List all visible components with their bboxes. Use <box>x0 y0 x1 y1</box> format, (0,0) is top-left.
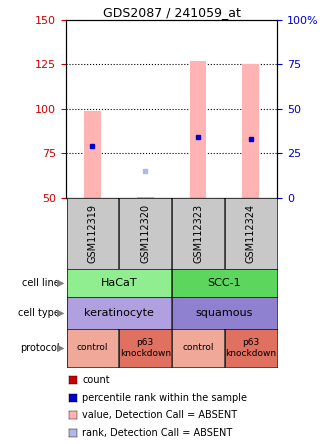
Bar <box>84 111 101 198</box>
Title: GDS2087 / 241059_at: GDS2087 / 241059_at <box>103 6 241 19</box>
Text: cell type: cell type <box>17 308 59 318</box>
Text: keratinocyte: keratinocyte <box>84 308 154 318</box>
Text: rank, Detection Call = ABSENT: rank, Detection Call = ABSENT <box>82 428 233 438</box>
Text: GSM112319: GSM112319 <box>87 204 97 262</box>
Bar <box>189 61 207 198</box>
Text: p63
knockdown: p63 knockdown <box>120 338 171 357</box>
Text: percentile rank within the sample: percentile rank within the sample <box>82 393 247 403</box>
Text: protocol: protocol <box>20 343 59 353</box>
Text: ▶: ▶ <box>57 278 65 288</box>
Text: ▶: ▶ <box>57 343 65 353</box>
Text: SCC-1: SCC-1 <box>208 278 241 288</box>
Text: p63
knockdown: p63 knockdown <box>225 338 276 357</box>
Text: HaCaT: HaCaT <box>101 278 137 288</box>
Text: value, Detection Call = ABSENT: value, Detection Call = ABSENT <box>82 410 237 420</box>
Text: GSM112320: GSM112320 <box>140 203 150 263</box>
Text: GSM112324: GSM112324 <box>246 203 256 263</box>
Text: count: count <box>82 375 110 385</box>
Text: GSM112323: GSM112323 <box>193 203 203 263</box>
Text: cell line: cell line <box>22 278 59 288</box>
Text: ▶: ▶ <box>57 308 65 318</box>
Bar <box>242 64 259 198</box>
Bar <box>137 197 154 198</box>
Text: squamous: squamous <box>196 308 253 318</box>
Text: control: control <box>182 343 214 353</box>
Text: control: control <box>77 343 108 353</box>
